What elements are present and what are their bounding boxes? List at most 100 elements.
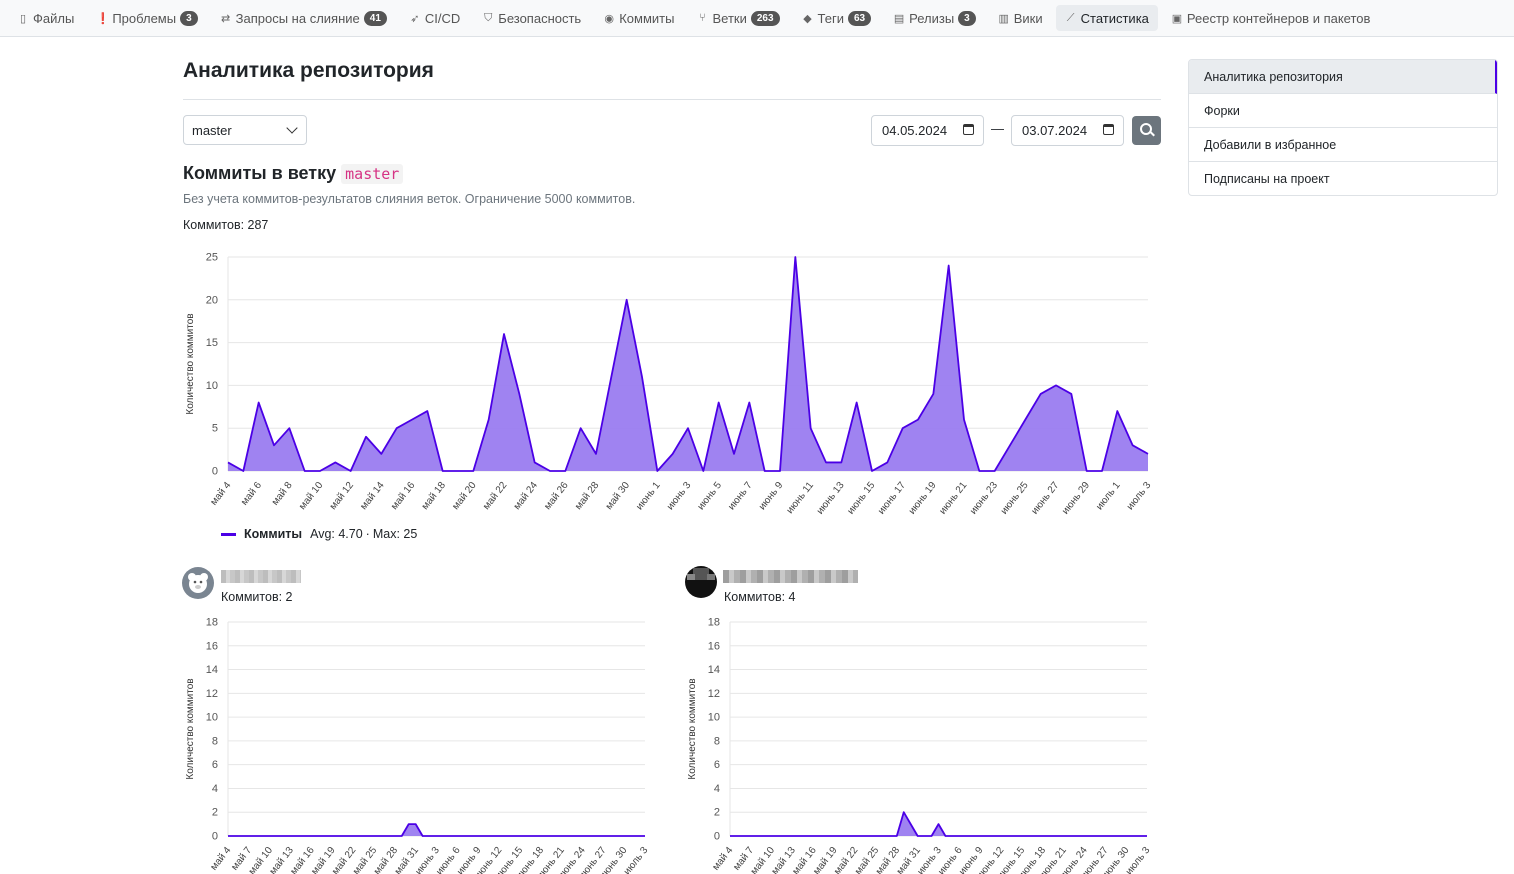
search-button[interactable] — [1132, 116, 1161, 145]
x-tick-label: июль 3 — [1125, 480, 1154, 513]
y-tick-label: 0 — [212, 466, 218, 478]
nav-item-label: Реестр контейнеров и пакетов — [1186, 10, 1371, 26]
sidebar-item-label: Подписаны на проект — [1204, 171, 1330, 186]
author-name-redacted[interactable] — [723, 570, 858, 583]
x-tick-label: июль 1 — [1094, 480, 1123, 513]
nav-item-10[interactable]: ⟋ Статистика — [1055, 5, 1158, 31]
sidebar-item-2[interactable]: Добавили в избранное — [1189, 128, 1497, 162]
x-tick-label: май 10 — [297, 480, 326, 512]
chart-legend[interactable]: Коммиты Avg: 4.70 · Max: 25 — [221, 527, 417, 541]
x-tick-label: июнь 17 — [876, 480, 908, 517]
sidebar-item-1[interactable]: Форки — [1189, 94, 1497, 128]
y-tick-label: 8 — [212, 735, 218, 747]
author-commit-count: Коммитов: 4 — [724, 590, 796, 604]
date-from-input[interactable]: 04.05.2024 — [871, 115, 984, 146]
nav-item-11[interactable]: ▣ Реестр контейнеров и пакетов — [1162, 5, 1380, 31]
x-tick-label: май 18 — [420, 480, 449, 512]
nav-item-2[interactable]: ⇄ Запросы на слияние 41 — [211, 5, 396, 31]
y-tick-label: 25 — [206, 252, 218, 264]
repo-nav-bar: ▯ Файлы ❗ Проблемы 3 ⇄ Запросы на слияние 41 ➶ CI… — [0, 0, 1514, 37]
nav-item-label: Коммиты — [619, 10, 675, 26]
date-from-value: 04.05.2024 — [882, 123, 948, 138]
search-icon — [1140, 123, 1152, 135]
user-icon — [687, 568, 715, 580]
stats-sidebar: Аналитика репозитория Форки Добавили в изб… — [1188, 59, 1498, 196]
y-tick-label: 0 — [212, 831, 218, 843]
count-badge: 263 — [750, 10, 780, 26]
y-tick-label: 2 — [212, 807, 218, 819]
nav-item-label: Ветки — [712, 10, 747, 26]
nav-item-label: Вики — [1013, 10, 1043, 26]
x-tick-label: июнь 13 — [815, 480, 847, 517]
section-title: Коммиты в ветку master — [183, 163, 404, 184]
avatar[interactable] — [685, 566, 717, 598]
x-tick-label: май 4 — [208, 480, 233, 508]
y-tick-label: 6 — [714, 759, 720, 771]
x-tick-label: июль 3 — [622, 845, 651, 874]
total-commits: Коммитов: 287 — [183, 218, 269, 232]
nav-item-8[interactable]: ▤ Релизы 3 — [884, 5, 985, 31]
nav-item-9[interactable]: ▥ Вики — [989, 5, 1052, 31]
y-tick-label: 14 — [206, 664, 218, 676]
x-tick-label: май 28 — [573, 480, 602, 512]
sidebar-item-3[interactable]: Подписаны на проект — [1189, 162, 1497, 195]
chevron-down-icon — [286, 122, 298, 134]
y-tick-label: 2 — [714, 807, 720, 819]
series-line[interactable] — [227, 256, 1149, 472]
calendar-icon[interactable] — [1103, 124, 1114, 135]
calendar-icon[interactable] — [963, 124, 974, 135]
x-tick-label: май 4 — [208, 845, 233, 873]
title-divider — [183, 99, 1161, 100]
book-icon: ▥ — [998, 12, 1009, 25]
tag-icon: ◆ — [803, 12, 812, 25]
nav-item-0[interactable]: ▯ Файлы — [8, 5, 83, 31]
x-tick-label: июнь 5 — [696, 480, 725, 512]
y-tick-label: 20 — [206, 294, 218, 306]
nav-item-label: Теги — [817, 10, 844, 26]
file-icon: ▯ — [19, 12, 27, 25]
author-commit-count: Коммитов: 2 — [221, 590, 293, 604]
count-badge: 63 — [847, 10, 872, 26]
sidebar-item-label: Добавили в избранное — [1204, 137, 1337, 152]
nav-item-4[interactable]: ⛉ Безопасность — [473, 5, 590, 31]
series-line[interactable] — [730, 811, 1147, 837]
branch-select-value: master — [192, 123, 232, 138]
nav-item-3[interactable]: ➶ CI/CD — [400, 5, 469, 31]
nav-item-6[interactable]: ⑂ Ветки 263 — [687, 5, 788, 31]
x-tick-label: июнь 3 — [665, 480, 694, 512]
x-tick-label: июнь 19 — [907, 480, 939, 517]
date-to-input[interactable]: 03.07.2024 — [1011, 115, 1124, 146]
page-title: Аналитика репозитория — [183, 59, 434, 82]
x-tick-label: июнь 9 — [757, 480, 786, 512]
y-axis-label: Количество коммитов — [185, 678, 196, 779]
x-tick-label: май 30 — [604, 480, 633, 512]
package-icon: ▣ — [1171, 12, 1183, 25]
y-tick-label: 15 — [206, 337, 218, 349]
x-tick-label: июль 3 — [1124, 845, 1153, 874]
date-to-value: 03.07.2024 — [1022, 123, 1088, 138]
exclamation-circle-icon: ❗ — [96, 12, 111, 25]
arrows-exchange-icon: ⇄ — [221, 12, 231, 25]
branch-select[interactable]: master — [183, 115, 307, 145]
avatar[interactable] — [182, 567, 214, 599]
nav-item-7[interactable]: ◆ Теги 63 — [793, 5, 881, 31]
x-tick-label: июнь 7 — [726, 480, 755, 512]
x-tick-label: июнь 29 — [1060, 480, 1092, 517]
x-tick-label: май 20 — [450, 480, 479, 512]
y-tick-label: 18 — [708, 617, 720, 629]
author-name-redacted[interactable] — [221, 570, 301, 583]
nav-item-label: Статистика — [1080, 10, 1149, 26]
x-tick-label: июнь 1 — [634, 480, 663, 512]
x-tick-label: май 16 — [389, 480, 418, 512]
y-tick-label: 16 — [708, 640, 720, 652]
nav-item-5[interactable]: ◉ Коммиты — [594, 5, 683, 31]
x-tick-label: июнь 21 — [937, 480, 969, 517]
x-tick-label: июнь 23 — [968, 480, 1000, 517]
series-line[interactable] — [228, 823, 645, 837]
nav-item-1[interactable]: ❗ Проблемы 3 — [87, 5, 206, 31]
y-tick-label: 0 — [714, 831, 720, 843]
sidebar-item-0[interactable]: Аналитика репозитория — [1189, 60, 1497, 94]
y-axis-label: Количество коммитов — [185, 313, 196, 414]
series-area — [228, 824, 645, 836]
